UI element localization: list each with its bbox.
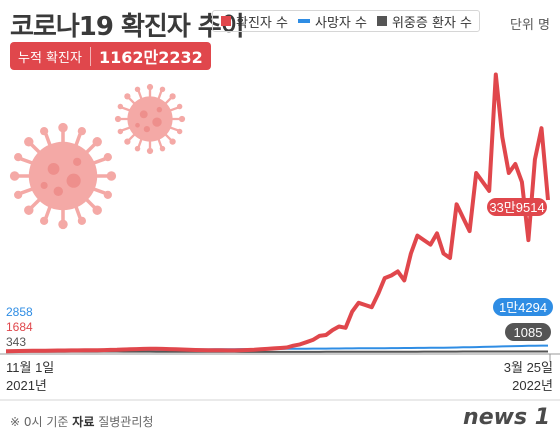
legend-item-deaths: 사망자 수 [297,12,367,31]
unit-label: 단위 명 [509,18,550,33]
footer-source-label: 자료 [72,415,95,429]
x-start-label: 11월 1일 [6,360,54,375]
virus-illustration-large [8,121,118,231]
series-line-cases [5,72,550,354]
end-label-deaths-badge: 1만4294 [493,298,553,316]
end-label-cases: 33만9514 [489,200,544,215]
start-label-critical: 343 [6,335,26,349]
x-end-label: 3월 25일 [504,360,553,375]
legend-swatch-critical [376,16,387,26]
end-label-cases-badge: 33만9514 [487,198,547,216]
footer-source: ※ 0시 기준 자료 질병관리청 [10,413,153,430]
cumulative-value: 1162만2232 [98,48,203,67]
cumulative-label: 누적 확진자 [18,46,91,66]
end-label-critical-badge: 1085 [505,323,551,341]
legend-item-cases: 확진자 수 [221,12,288,31]
cumulative-box: 누적 확진자 1162만2232 [10,42,211,70]
start-label-deaths: 2858 [6,305,33,319]
legend: 확진자 수 사망자 수 위중증 환자 수 [212,10,480,32]
footer-source-name: 질병관리청 [98,415,154,429]
virus-illustration-small [113,82,187,156]
chart-title: 코로나19 확진자 추이 [10,12,245,42]
series-layer [5,72,550,354]
start-label-cases: 1684 [6,320,33,334]
x-end-year: 2022년 [512,378,553,393]
end-label-critical: 1085 [514,325,543,340]
legend-swatch-cases [221,16,231,26]
end-label-deaths: 1만4294 [499,300,547,315]
footer-note: ※ 0시 기준 [10,415,69,429]
legend-item-critical: 위중증 환자 수 [376,12,472,31]
legend-label-deaths: 사망자 수 [314,15,367,31]
x-start-year: 2021년 [6,378,47,393]
legend-label-cases: 확진자 수 [236,15,288,31]
legend-label-critical: 위중증 환자 수 [391,15,472,31]
legend-swatch-deaths [297,19,310,23]
news1-logo: news 1 [463,405,550,430]
